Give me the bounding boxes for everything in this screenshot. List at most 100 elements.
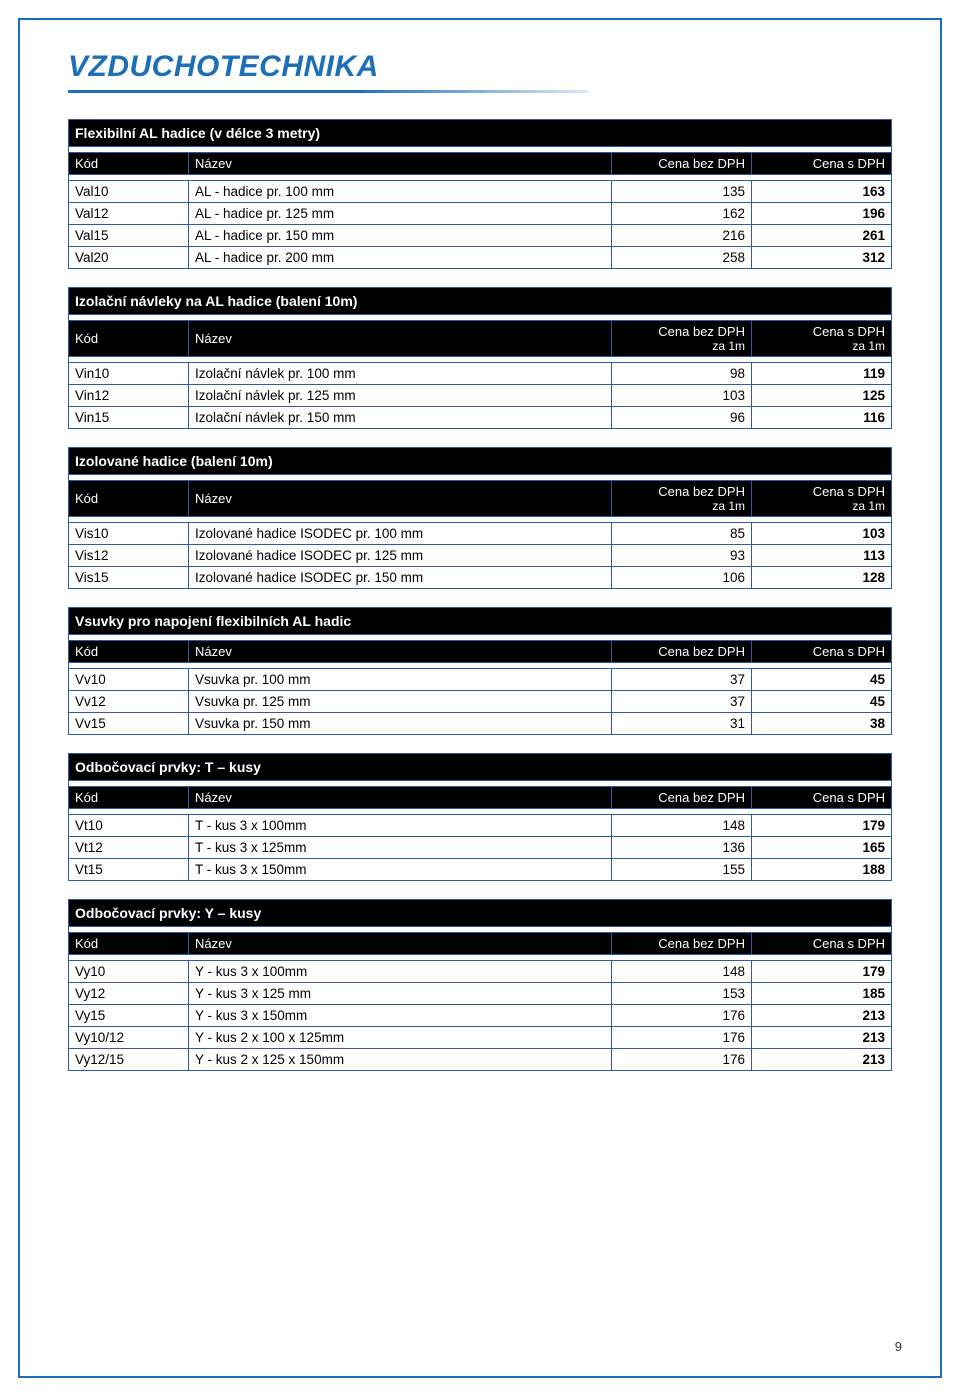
table-row: Vt15T - kus 3 x 150mm155188 <box>69 859 892 881</box>
table-row: Val10AL - hadice pr. 100 mm135163 <box>69 181 892 203</box>
cell-price-ex: 93 <box>612 545 752 567</box>
cell-price-ex: 258 <box>612 247 752 269</box>
table-row: Vt10T - kus 3 x 100mm148179 <box>69 815 892 837</box>
table-row: Vy10/12Y - kus 2 x 100 x 125mm176213 <box>69 1027 892 1049</box>
price-table: Izolační návleky na AL hadice (balení 10… <box>68 287 892 429</box>
cell-name: AL - hadice pr. 125 mm <box>189 203 612 225</box>
cell-code: Vy10 <box>69 961 189 983</box>
price-table: Odbočovací prvky: Y – kusyKódNázevCena b… <box>68 899 892 1071</box>
col-name: Název <box>189 481 612 517</box>
cell-name: AL - hadice pr. 200 mm <box>189 247 612 269</box>
cell-price-inc: 213 <box>752 1027 892 1049</box>
cell-price-ex: 153 <box>612 983 752 1005</box>
cell-code: Vv10 <box>69 669 189 691</box>
cell-price-inc: 165 <box>752 837 892 859</box>
table-row: Vt12T - kus 3 x 125mm136165 <box>69 837 892 859</box>
price-table: Izolované hadice (balení 10m)KódNázevCen… <box>68 447 892 589</box>
cell-price-ex: 98 <box>612 363 752 385</box>
section-title: Vsuvky pro napojení flexibilních AL hadi… <box>69 608 892 635</box>
cell-name: Izolované hadice ISODEC pr. 125 mm <box>189 545 612 567</box>
per-1m-label: za 1m <box>758 499 885 513</box>
cell-code: Vt15 <box>69 859 189 881</box>
page-frame: VZDUCHOTECHNIKA Flexibilní AL hadice (v … <box>18 18 942 1378</box>
cell-code: Vv15 <box>69 713 189 735</box>
price-table: Flexibilní AL hadice (v délce 3 metry) Kó… <box>68 119 892 269</box>
cell-price-inc: 261 <box>752 225 892 247</box>
cell-code: Vy15 <box>69 1005 189 1027</box>
cell-price-ex: 176 <box>612 1005 752 1027</box>
cell-name: Y - kus 3 x 100mm <box>189 961 612 983</box>
cell-code: Val10 <box>69 181 189 203</box>
cell-price-inc: 179 <box>752 815 892 837</box>
table-row: Vy15Y - kus 3 x 150mm176213 <box>69 1005 892 1027</box>
table-row: Vv12Vsuvka pr. 125 mm3745 <box>69 691 892 713</box>
col-price-inc: Cena s DPHza 1m <box>752 481 892 517</box>
cell-name: T - kus 3 x 150mm <box>189 859 612 881</box>
cell-price-ex: 216 <box>612 225 752 247</box>
col-code: Kód <box>69 481 189 517</box>
cell-price-inc: 119 <box>752 363 892 385</box>
col-price-ex: Cena bez DPHza 1m <box>612 481 752 517</box>
cell-price-inc: 213 <box>752 1049 892 1071</box>
cell-price-ex: 155 <box>612 859 752 881</box>
cell-price-inc: 103 <box>752 523 892 545</box>
cell-name: Izolované hadice ISODEC pr. 150 mm <box>189 567 612 589</box>
table-row: Vv10Vsuvka pr. 100 mm3745 <box>69 669 892 691</box>
cell-price-ex: 37 <box>612 691 752 713</box>
cell-code: Vy10/12 <box>69 1027 189 1049</box>
col-code: Kód <box>69 321 189 357</box>
col-price-ex: Cena bez DPH <box>612 153 752 175</box>
col-price-ex: Cena bez DPH <box>612 787 752 809</box>
cell-price-ex: 148 <box>612 815 752 837</box>
page-title: VZDUCHOTECHNIKA <box>68 50 892 84</box>
cell-code: Vy12/15 <box>69 1049 189 1071</box>
price-table: Vsuvky pro napojení flexibilních AL hadi… <box>68 607 892 735</box>
cell-code: Vin15 <box>69 407 189 429</box>
table-row: Vis10Izolované hadice ISODEC pr. 100 mm8… <box>69 523 892 545</box>
table-row: Vy12/15Y - kus 2 x 125 x 150mm176213 <box>69 1049 892 1071</box>
col-name: Název <box>189 933 612 955</box>
cell-price-inc: 125 <box>752 385 892 407</box>
cell-price-inc: 196 <box>752 203 892 225</box>
cell-price-inc: 213 <box>752 1005 892 1027</box>
cell-price-inc: 113 <box>752 545 892 567</box>
per-1m-label: za 1m <box>758 339 885 353</box>
table-row: Vin12Izolační návlek pr. 125 mm103125 <box>69 385 892 407</box>
cell-name: Izolační návlek pr. 100 mm <box>189 363 612 385</box>
col-name: Název <box>189 321 612 357</box>
cell-code: Val20 <box>69 247 189 269</box>
table-row: Vin15Izolační návlek pr. 150 mm96116 <box>69 407 892 429</box>
cell-price-inc: 188 <box>752 859 892 881</box>
title-rule <box>68 90 588 93</box>
cell-price-ex: 135 <box>612 181 752 203</box>
cell-code: Vis15 <box>69 567 189 589</box>
cell-price-ex: 106 <box>612 567 752 589</box>
section-title: Flexibilní AL hadice (v délce 3 metry) <box>69 120 892 147</box>
col-price-inc: Cena s DPH <box>752 787 892 809</box>
cell-price-ex: 162 <box>612 203 752 225</box>
cell-code: Val12 <box>69 203 189 225</box>
table-row: Vv15Vsuvka pr. 150 mm3138 <box>69 713 892 735</box>
col-price-inc: Cena s DPH <box>752 641 892 663</box>
col-name: Název <box>189 787 612 809</box>
cell-name: T - kus 3 x 100mm <box>189 815 612 837</box>
price-tables: Flexibilní AL hadice (v délce 3 metry) Kó… <box>68 119 892 1071</box>
cell-name: Y - kus 2 x 125 x 150mm <box>189 1049 612 1071</box>
col-price-inc: Cena s DPHza 1m <box>752 321 892 357</box>
cell-price-ex: 31 <box>612 713 752 735</box>
cell-name: Izolační návlek pr. 125 mm <box>189 385 612 407</box>
cell-code: Vin10 <box>69 363 189 385</box>
cell-price-inc: 45 <box>752 691 892 713</box>
col-code: Kód <box>69 153 189 175</box>
section-title: Odbočovací prvky: T – kusy <box>69 754 892 781</box>
col-price-inc: Cena s DPH <box>752 153 892 175</box>
cell-code: Vv12 <box>69 691 189 713</box>
table-row: Val20AL - hadice pr. 200 mm258312 <box>69 247 892 269</box>
col-code: Kód <box>69 787 189 809</box>
table-row: Vy12Y - kus 3 x 125 mm153185 <box>69 983 892 1005</box>
cell-price-inc: 163 <box>752 181 892 203</box>
section-title: Izolační návleky na AL hadice (balení 10… <box>69 288 892 315</box>
cell-price-ex: 136 <box>612 837 752 859</box>
cell-name: T - kus 3 x 125mm <box>189 837 612 859</box>
cell-code: Vis12 <box>69 545 189 567</box>
